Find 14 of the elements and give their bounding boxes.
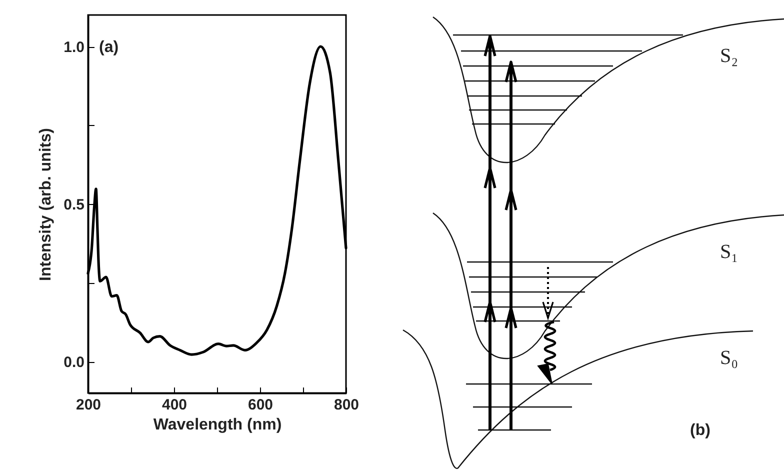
y-tick-label: 0.0 [64,354,84,371]
x-axis-title: Wavelength (nm) [153,416,282,434]
text: S₂ [720,45,738,67]
x-tick-label: 600 [248,396,274,414]
x-tick-label: 400 [162,396,188,414]
text: S₁ [720,241,738,263]
text: (b) [690,422,710,439]
y-tick-label: 0.5 [64,196,84,214]
annotation: (a) [99,39,119,56]
x-tick-label: 800 [334,396,360,414]
y-tick-label: 1.0 [64,39,84,56]
x-tick-label: 200 [76,396,102,414]
y-axis-title: Intensity (arb. units) [38,128,55,281]
text: S₀ [720,347,738,369]
